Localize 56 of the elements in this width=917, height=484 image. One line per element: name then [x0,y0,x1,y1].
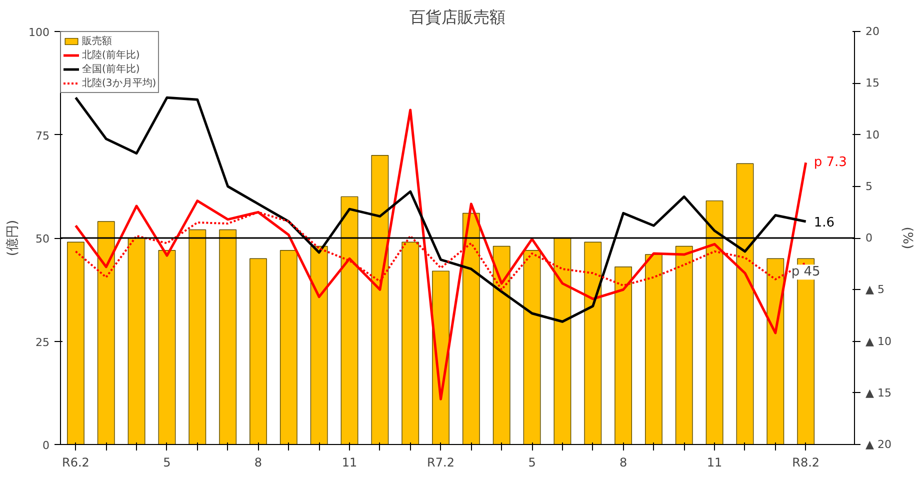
x-tick-label: 5 [163,456,171,470]
bar [310,246,328,444]
bar [371,155,389,444]
y2-tick-label: ▲ 15 [866,386,892,400]
y2-tick-label: ▲ 10 [866,334,892,348]
y-tick-label: 0 [42,439,50,452]
bar [462,212,480,444]
x-tick-label: R7.2 [427,456,454,470]
data-label: 1.6 [814,215,835,230]
x-tick-label: 5 [528,456,536,470]
bar [584,242,602,444]
bar [523,250,541,444]
x-tick-label: 8 [619,456,628,470]
bar [492,246,510,444]
bar [250,258,267,444]
y2-tick-label: 10 [866,128,880,142]
legend-label: 北陸(前年比) [82,48,140,62]
bar [402,242,420,444]
bar [675,246,693,444]
y2-tick-label: 15 [866,76,880,90]
y-tick-label: 100 [28,26,50,39]
bar [97,221,115,444]
bar [554,238,572,444]
bar [706,200,724,444]
y2-tick-label: ▲ 20 [866,438,892,451]
y-tick-label: 50 [36,232,50,246]
y-axis-title: (億円) [6,220,21,256]
y2-tick-label: 0 [866,232,872,244]
y2-tick-label: ▲ 5 [866,283,884,296]
x-tick-label: 8 [254,456,262,470]
y2-tick-label: 20 [866,25,880,38]
y-tick-label: 75 [36,129,50,142]
bar [340,196,358,444]
bar [280,250,298,444]
x-tick-label: 11 [706,456,722,470]
bar [736,163,754,444]
x-tick-label: R6.2 [62,456,90,470]
legend-label: 販売額 [82,34,112,48]
y2-axis-title: (%) [899,226,914,250]
legend-label: 全国(前年比) [82,62,140,76]
data-label: p 45 [791,264,820,280]
chart-title: 百貨店販売額 [410,8,506,26]
bar [188,229,206,444]
y2-tick-label: 5 [866,180,872,193]
bar [645,254,662,444]
y-tick-label: 25 [36,336,50,349]
bar [158,250,176,444]
bar [766,258,784,444]
bar [614,266,632,444]
data-label: p 7.3 [814,155,847,170]
x-tick-label: R8.2 [792,456,820,470]
x-tick-label: 11 [342,456,358,470]
bar [128,238,146,444]
bar [66,242,84,444]
legend-label: 北陸(3か月平均) [82,76,156,90]
bar [219,229,237,444]
